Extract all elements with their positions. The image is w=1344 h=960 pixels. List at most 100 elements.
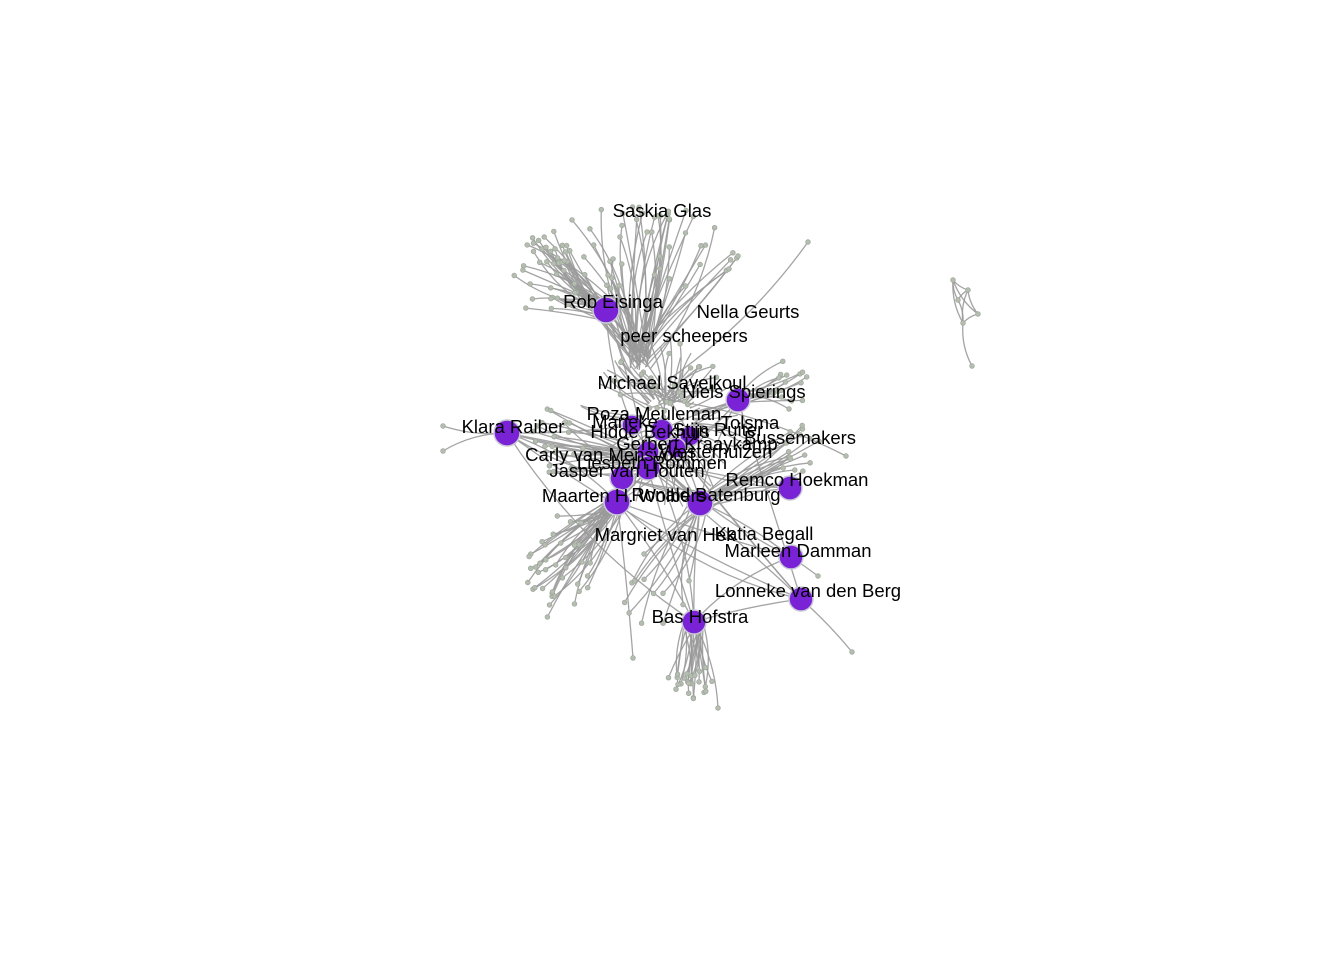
leaf-node: [792, 467, 798, 473]
hub-node: [635, 455, 661, 481]
network-edge: [704, 456, 791, 509]
leaf-node: [702, 683, 708, 690]
hub-node: [777, 475, 803, 501]
leaf-node: [546, 469, 552, 475]
leaf-node: [641, 551, 647, 557]
leaf-node: [536, 259, 543, 265]
leaf-node: [553, 271, 560, 277]
leaf-node: [619, 261, 625, 267]
leaf-node: [648, 375, 654, 381]
leaf-node: [678, 393, 685, 399]
network-edge: [647, 467, 802, 600]
network-edge: [622, 213, 649, 367]
leaf-node: [798, 380, 804, 386]
leaf-node: [562, 554, 569, 561]
leaf-node: [551, 593, 558, 599]
leaf-node: [697, 261, 703, 268]
leaf-node: [661, 408, 667, 414]
network-edge: [667, 336, 673, 396]
hub-node: [681, 609, 707, 635]
leaf-node: [785, 449, 792, 455]
leaf-node: [611, 377, 618, 383]
network-edge: [683, 368, 713, 402]
leaf-node: [541, 234, 547, 240]
network-edge: [659, 444, 663, 451]
network-edge: [506, 432, 623, 479]
leaf-node: [609, 275, 615, 281]
leaf-node: [529, 235, 536, 241]
leaf-node: [544, 614, 551, 620]
network-edge: [528, 499, 611, 557]
leaf-node: [547, 248, 554, 255]
leaf-node: [529, 296, 536, 302]
node-label: Liesbeth Rommen: [577, 452, 727, 473]
leaf-node: [542, 443, 548, 449]
leaf-node: [778, 387, 784, 394]
network-edge: [692, 425, 751, 443]
leaf-node: [680, 601, 686, 608]
node-label: Ronald Batenburg: [631, 484, 780, 505]
leaf-node: [965, 287, 971, 293]
leaf-node: [548, 407, 554, 414]
leaf-node: [665, 208, 672, 215]
network-edge: [648, 231, 657, 360]
network-edge: [689, 406, 692, 409]
node-label: Rob Eisinga: [563, 291, 663, 312]
network-edge: [506, 432, 618, 503]
leaf-node: [726, 266, 732, 272]
node-label: Marleen Damman: [724, 540, 871, 561]
leaf-node: [544, 259, 550, 265]
network-edge: [643, 502, 693, 580]
leaf-node: [666, 244, 672, 250]
leaf-node: [532, 438, 539, 444]
network-edge: [672, 357, 682, 396]
leaf-node: [551, 434, 557, 440]
leaf-node: [960, 320, 966, 326]
leaf-node: [559, 575, 566, 581]
leaf-node: [548, 305, 554, 312]
leaf-node: [702, 242, 709, 248]
leaf-node: [655, 213, 661, 219]
leaf-node: [526, 553, 532, 560]
leaf-node: [576, 588, 582, 595]
node-label: Westerhuizen: [660, 441, 773, 462]
leaf-node: [629, 204, 636, 210]
node-label: Bas Hofstra: [652, 606, 749, 627]
leaf-node: [620, 210, 626, 217]
network-edge: [506, 432, 802, 600]
hub-node: [686, 489, 714, 517]
leaf-node: [616, 282, 622, 289]
leaf-node: [644, 229, 650, 235]
leaf-node: [554, 295, 561, 301]
leaf-node: [549, 443, 555, 450]
leaf-node: [799, 369, 806, 375]
leaf-node: [554, 255, 561, 261]
leaf-node: [543, 244, 549, 251]
leaf-node: [788, 398, 795, 404]
hub-node: [621, 414, 643, 436]
leaf-node: [797, 432, 803, 438]
network-edge: [578, 508, 624, 592]
leaf-node: [546, 602, 553, 608]
network-edge: [589, 228, 634, 363]
leaf-node: [805, 239, 811, 245]
leaf-node: [571, 451, 577, 457]
leaf-node: [564, 301, 571, 307]
leaf-node: [803, 374, 810, 380]
leaf-node: [770, 390, 776, 396]
node-label: Gerbert Kraaykamp: [616, 433, 777, 454]
leaf-node: [571, 601, 578, 607]
node-labels: Saskia Glas Rob Eisinga Nella Geurts pee…: [462, 200, 902, 627]
leaf-node: [562, 249, 569, 255]
network-edge: [691, 406, 718, 415]
leaf-node: [590, 242, 597, 248]
network-edge: [952, 279, 979, 315]
leaf-node: [649, 229, 655, 235]
leaf-node: [539, 538, 545, 545]
leaf-node: [682, 283, 689, 289]
network-edge: [631, 506, 693, 584]
leaf-node: [558, 540, 564, 546]
leaf-node: [660, 590, 666, 596]
leaf-node: [542, 566, 549, 573]
leaf-node: [665, 674, 672, 681]
